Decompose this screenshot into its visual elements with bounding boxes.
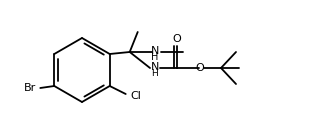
Text: H: H	[151, 70, 158, 79]
Text: Br: Br	[24, 83, 36, 93]
Text: Cl: Cl	[131, 91, 142, 101]
Text: N: N	[151, 62, 159, 72]
Text: N: N	[150, 46, 159, 56]
Text: H: H	[151, 52, 158, 62]
Text: O: O	[173, 34, 182, 44]
Text: O: O	[196, 63, 204, 73]
